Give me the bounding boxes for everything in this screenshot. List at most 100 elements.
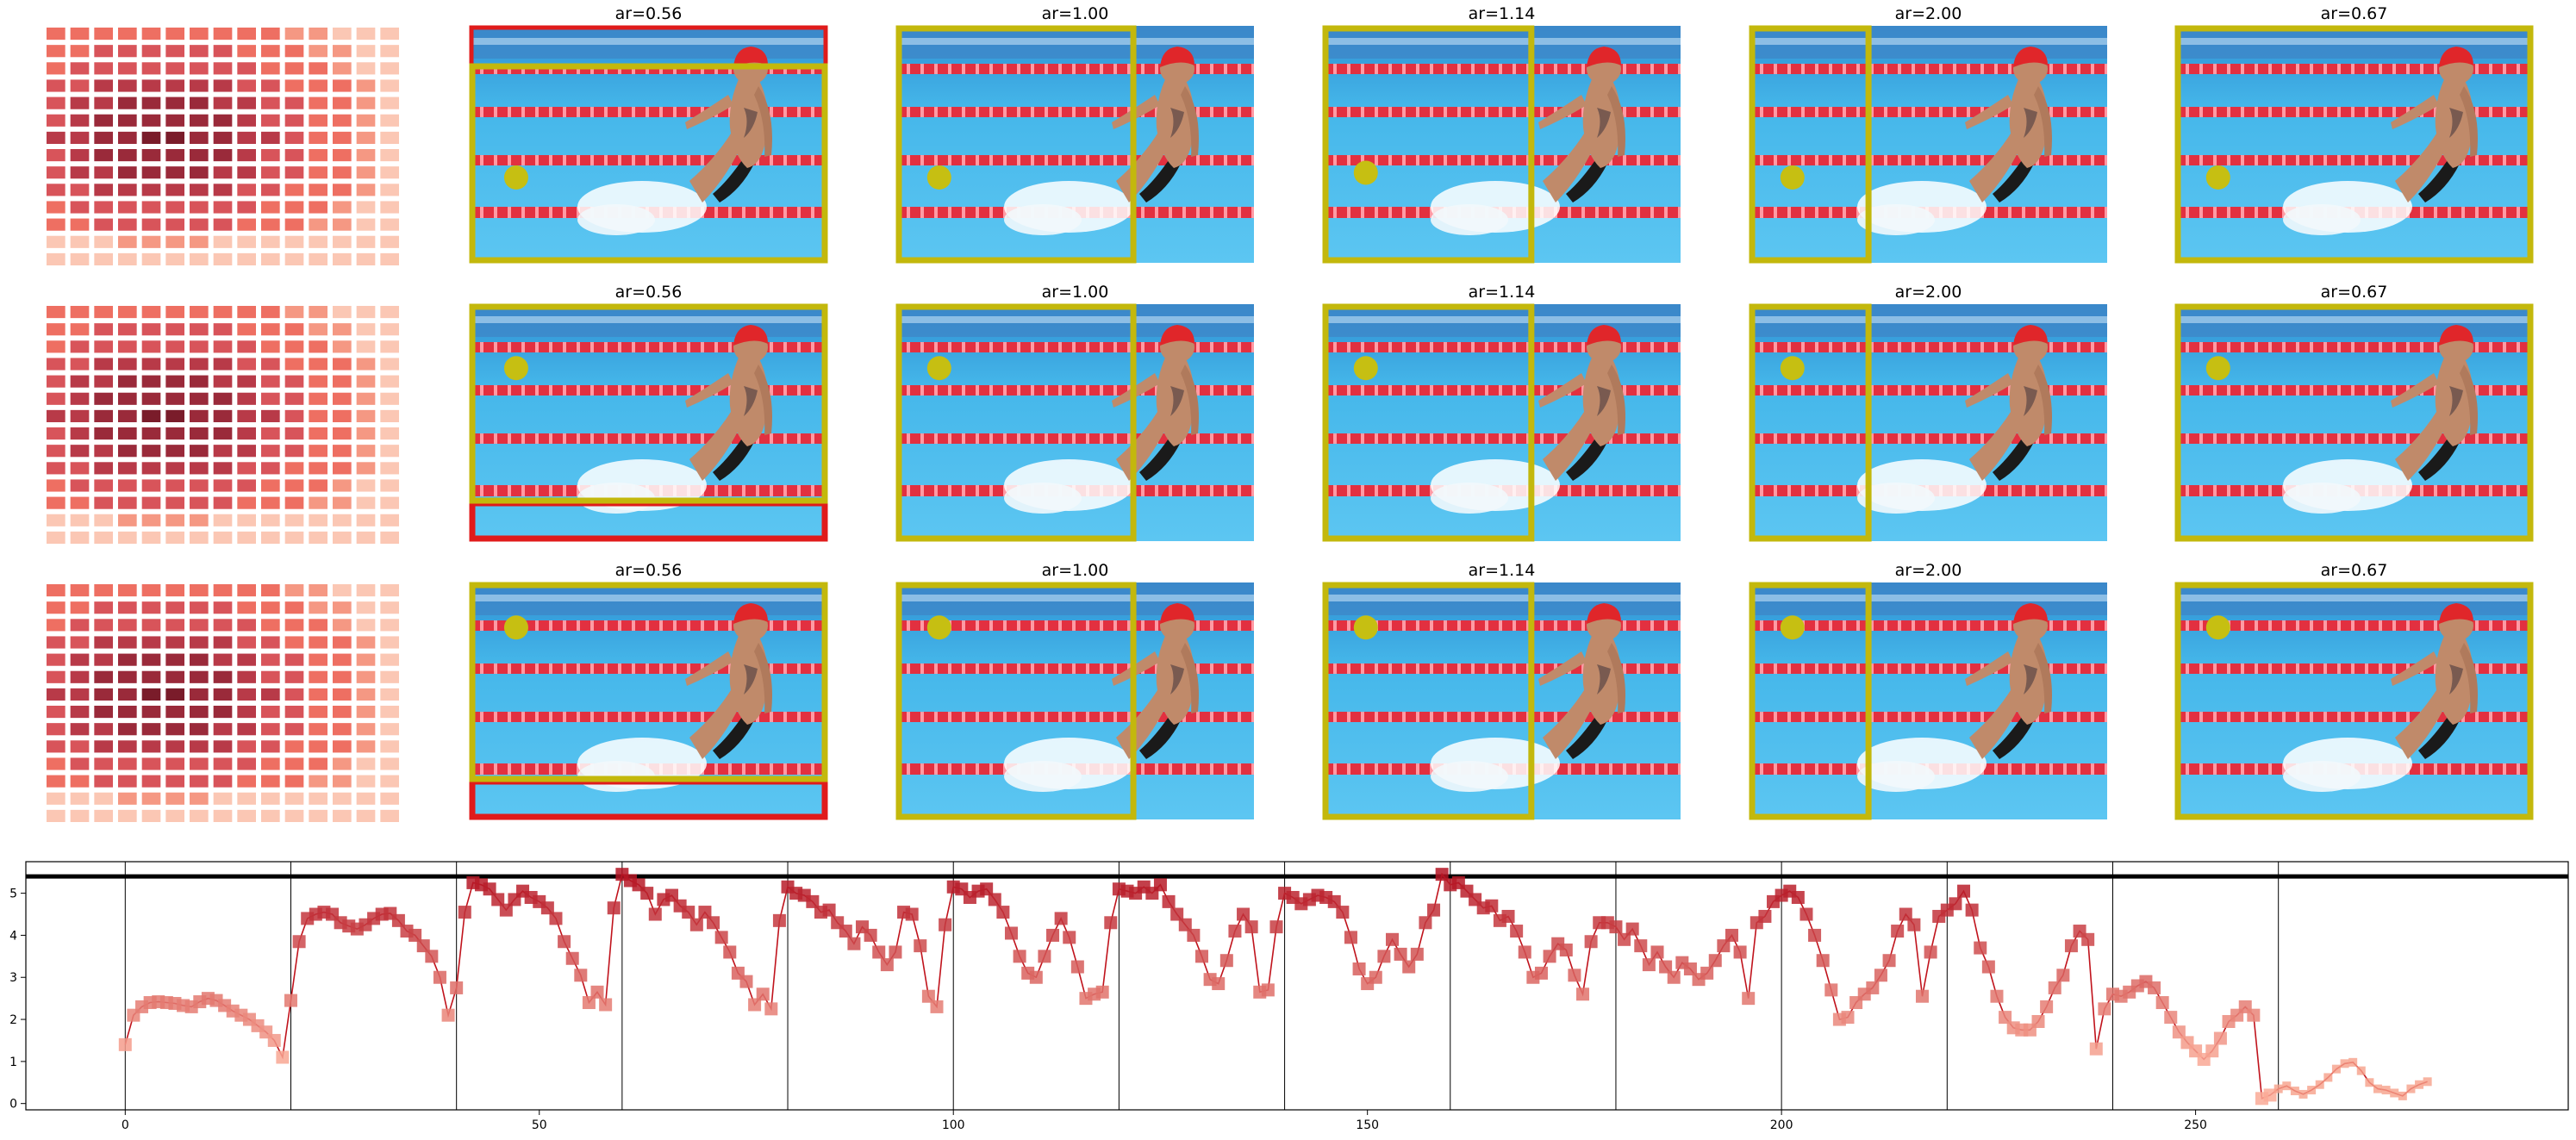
data-point xyxy=(1915,989,1929,1003)
heatmap-cell xyxy=(165,775,184,788)
data-point xyxy=(1518,945,1531,959)
data-point xyxy=(2213,1031,2227,1045)
heatmap-cell xyxy=(190,149,209,162)
heatmap-cell xyxy=(94,427,113,440)
heatmap-cell xyxy=(118,114,137,127)
data-point xyxy=(416,939,430,953)
heatmap-cell xyxy=(261,809,280,822)
primary-box xyxy=(1749,582,1872,820)
heatmap-cell xyxy=(118,28,137,40)
heatmap-cell xyxy=(190,496,209,509)
data-point xyxy=(864,928,877,942)
data-point xyxy=(714,931,728,944)
panel-grid: ar=0.56 ar=1.00 ar=1.14 ar=2.00 ar=0.67 ar=0.… xyxy=(47,4,2534,822)
data-point xyxy=(1974,941,1987,955)
data-point xyxy=(441,1008,455,1022)
heatmap-cell xyxy=(213,184,233,196)
data-point xyxy=(1618,932,1631,946)
heatmap-cell xyxy=(237,619,256,632)
swimmer-photo xyxy=(2175,304,2533,541)
data-point xyxy=(1427,903,1441,917)
image-panel: ar=0.56 xyxy=(469,283,828,542)
data-point xyxy=(1650,945,1664,959)
heatmap-cell xyxy=(284,636,304,649)
heatmap-cell xyxy=(47,496,65,509)
heatmap-cell xyxy=(94,584,113,597)
heatmap-cell xyxy=(118,479,137,492)
heatmap-cell xyxy=(309,62,327,75)
heatmap-cell xyxy=(165,340,184,353)
data-point xyxy=(2307,1086,2317,1095)
data-point xyxy=(1683,962,1697,975)
heatmap-cell xyxy=(261,601,280,614)
heatmap-cell xyxy=(118,636,137,649)
panel-title: ar=0.67 xyxy=(2321,4,2388,23)
heatmap-cell xyxy=(47,45,65,58)
heatmap-cell xyxy=(118,149,137,162)
heatmap-cell xyxy=(213,28,233,40)
data-point xyxy=(839,925,852,938)
heatmap-cell xyxy=(94,79,113,92)
data-point xyxy=(1700,966,1714,980)
data-point xyxy=(1070,960,1084,974)
heatmap-cell xyxy=(94,62,113,75)
primary-box xyxy=(895,303,1137,542)
heatmap-cell xyxy=(94,723,113,736)
data-point xyxy=(905,907,919,921)
heatmap-cell xyxy=(333,479,352,492)
primary-box xyxy=(1322,303,1535,542)
heatmap-cell xyxy=(94,252,113,265)
heatmap-cell xyxy=(190,792,209,805)
data-point xyxy=(2390,1088,2399,1098)
heatmap-cell xyxy=(309,792,327,805)
heatmap-cell xyxy=(141,218,161,231)
panel-title: ar=2.00 xyxy=(1895,283,1962,302)
data-point xyxy=(2381,1086,2391,1095)
heatmap-cell xyxy=(261,757,280,770)
data-point xyxy=(939,918,952,931)
data-point xyxy=(1228,925,1242,938)
heatmap-cell xyxy=(237,62,256,75)
data-point xyxy=(1899,907,1912,921)
heatmap-cell xyxy=(70,306,90,319)
heatmap-cell xyxy=(165,358,184,371)
heatmap-cell xyxy=(141,688,161,701)
data-point xyxy=(1038,950,1051,963)
heatmap-cell xyxy=(190,479,209,492)
data-point xyxy=(292,935,306,949)
heatmap-cell xyxy=(213,392,233,405)
heatmap-cell xyxy=(356,114,376,127)
y-tick-label: 5 xyxy=(9,888,17,901)
data-point xyxy=(433,970,446,984)
heatmap-cell xyxy=(190,688,209,701)
panel-title: ar=1.00 xyxy=(1042,561,1109,580)
data-point xyxy=(2406,1084,2416,1093)
heatmap-cell xyxy=(356,706,376,719)
heatmap-cell xyxy=(94,358,113,371)
heatmap-cell xyxy=(47,97,65,109)
heatmap-cell xyxy=(118,392,137,405)
heatmap-cell xyxy=(237,79,256,92)
heatmap-cell xyxy=(70,688,90,701)
heatmap-cell xyxy=(213,601,233,614)
heatmap-cell xyxy=(380,636,399,649)
heatmap-cell xyxy=(165,131,184,144)
heatmap-cell xyxy=(213,166,233,179)
data-point xyxy=(1178,918,1192,931)
heatmap-cell xyxy=(118,201,137,214)
heatmap-cell xyxy=(237,45,256,58)
data-point xyxy=(2172,1025,2186,1039)
heatmap-cell xyxy=(190,114,209,127)
heatmap-cell xyxy=(284,514,304,526)
heatmap-cell xyxy=(333,757,352,770)
heatmap-cell xyxy=(70,757,90,770)
heatmap-cell xyxy=(356,809,376,822)
x-tick-label: 200 xyxy=(1770,1118,1793,1132)
heatmap-cell xyxy=(237,323,256,336)
heatmap-cell xyxy=(47,445,65,458)
heatmap-cell xyxy=(190,584,209,597)
heatmap-cell xyxy=(118,45,137,58)
heatmap-cell xyxy=(333,409,352,422)
keypoint-dot xyxy=(1780,165,1805,190)
heatmap-cell xyxy=(70,775,90,788)
